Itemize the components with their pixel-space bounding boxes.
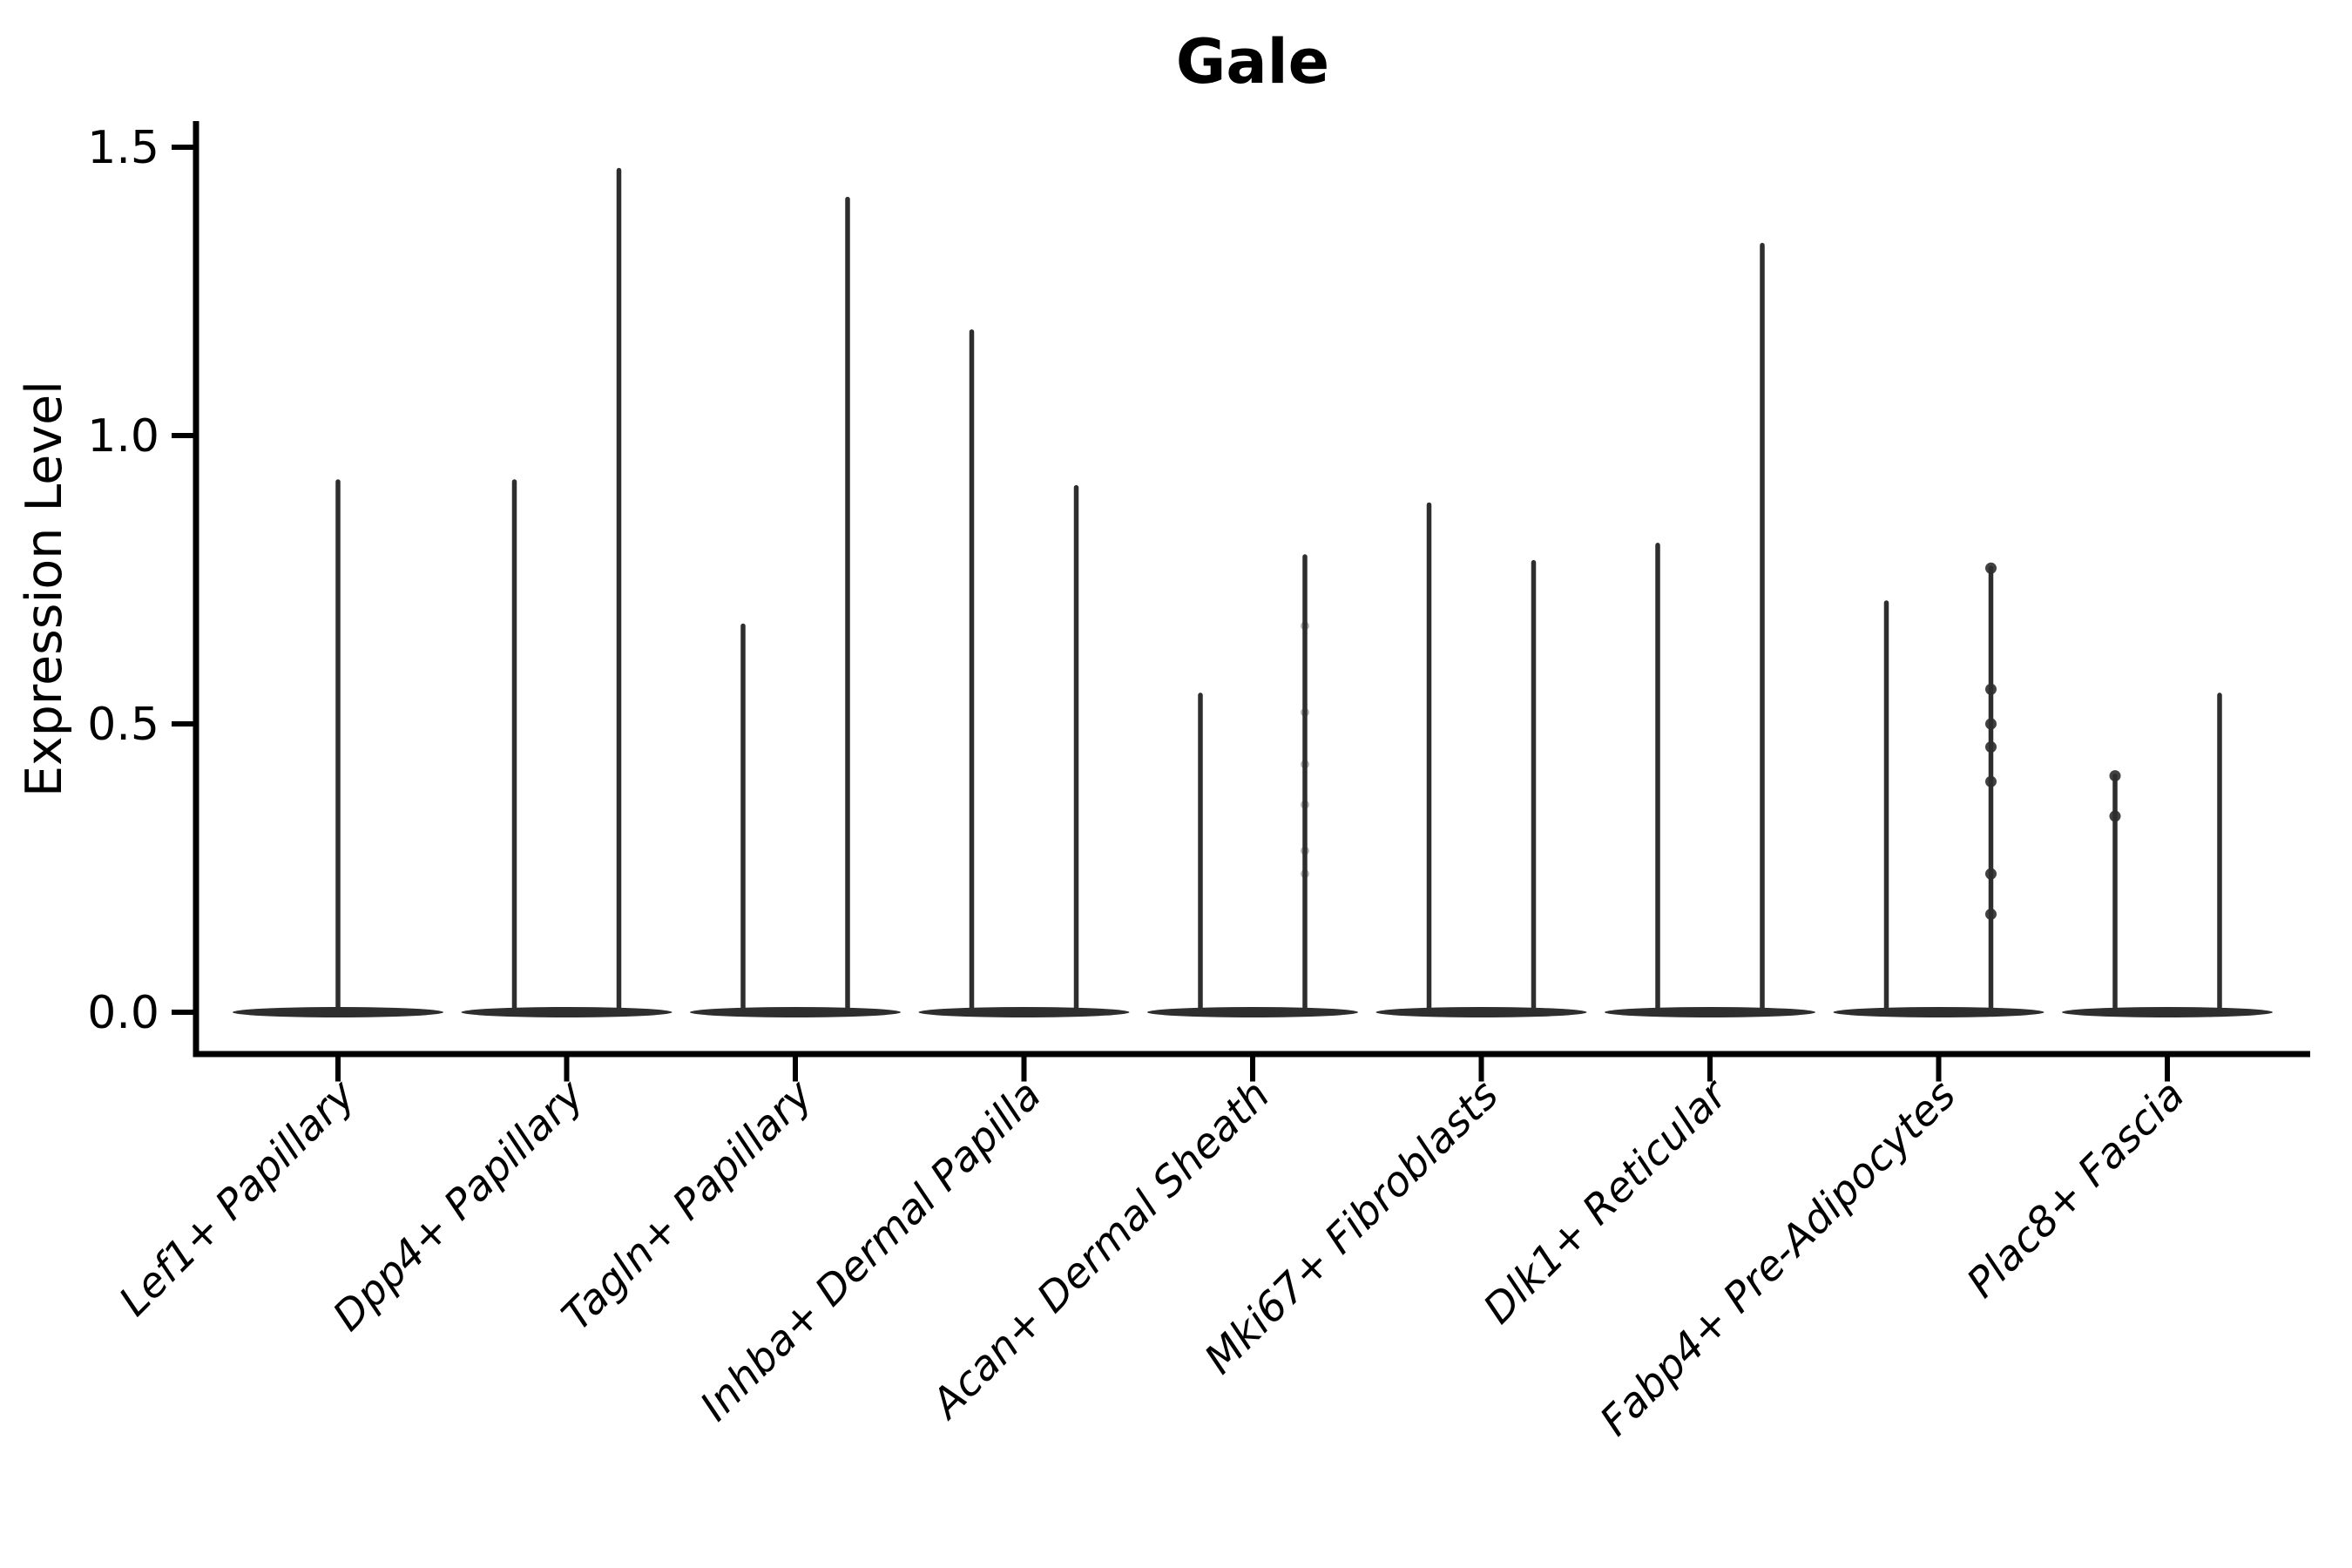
jitter-dot <box>1985 740 1997 753</box>
jitter-dot-faint <box>1301 621 1309 631</box>
y-tick-label: 1.0 <box>87 410 159 463</box>
violin-base <box>2062 1007 2273 1017</box>
y-axis-label: Expression Level <box>16 381 73 797</box>
jitter-dot <box>1985 868 1997 880</box>
jitter-dot-faint <box>1301 869 1309 879</box>
y-tick-label: 1.5 <box>87 122 159 174</box>
jitter-dot-faint <box>1301 760 1309 769</box>
x-tick-label: Lef1+ Papillary <box>110 1071 365 1326</box>
jitter-dot <box>1985 562 1997 574</box>
jitter-dot <box>1985 908 1997 920</box>
jitter-dot-faint <box>1301 800 1309 809</box>
x-tick-label: Plac8+ Fascia <box>1957 1071 2193 1308</box>
jitter-dot <box>2109 810 2121 822</box>
y-tick-label: 0.5 <box>87 699 159 751</box>
x-tick-label: Dlk1+ Reticular <box>1475 1070 1739 1334</box>
jitter-dot <box>1985 718 1997 730</box>
violin-base <box>1375 1007 1587 1017</box>
violin-base <box>690 1007 901 1017</box>
chart-title: Gale <box>1176 26 1329 98</box>
violin-base <box>461 1007 672 1017</box>
jitter-dot-faint <box>1301 707 1309 717</box>
jitter-dot-faint <box>1301 846 1309 855</box>
y-tick-label: 0.0 <box>87 987 159 1039</box>
jitter-dot <box>1985 683 1997 695</box>
violin-base <box>1605 1007 1815 1017</box>
jitter-dot <box>2109 770 2121 782</box>
x-tick-label: Tagln+ Papillary <box>553 1071 823 1341</box>
x-tick-label: Dpp4+ Papillary <box>324 1071 594 1341</box>
jitter-dot <box>1985 775 1997 787</box>
violin-base <box>918 1007 1130 1017</box>
violin-base <box>1833 1007 2044 1017</box>
violin-base <box>1147 1007 1358 1017</box>
